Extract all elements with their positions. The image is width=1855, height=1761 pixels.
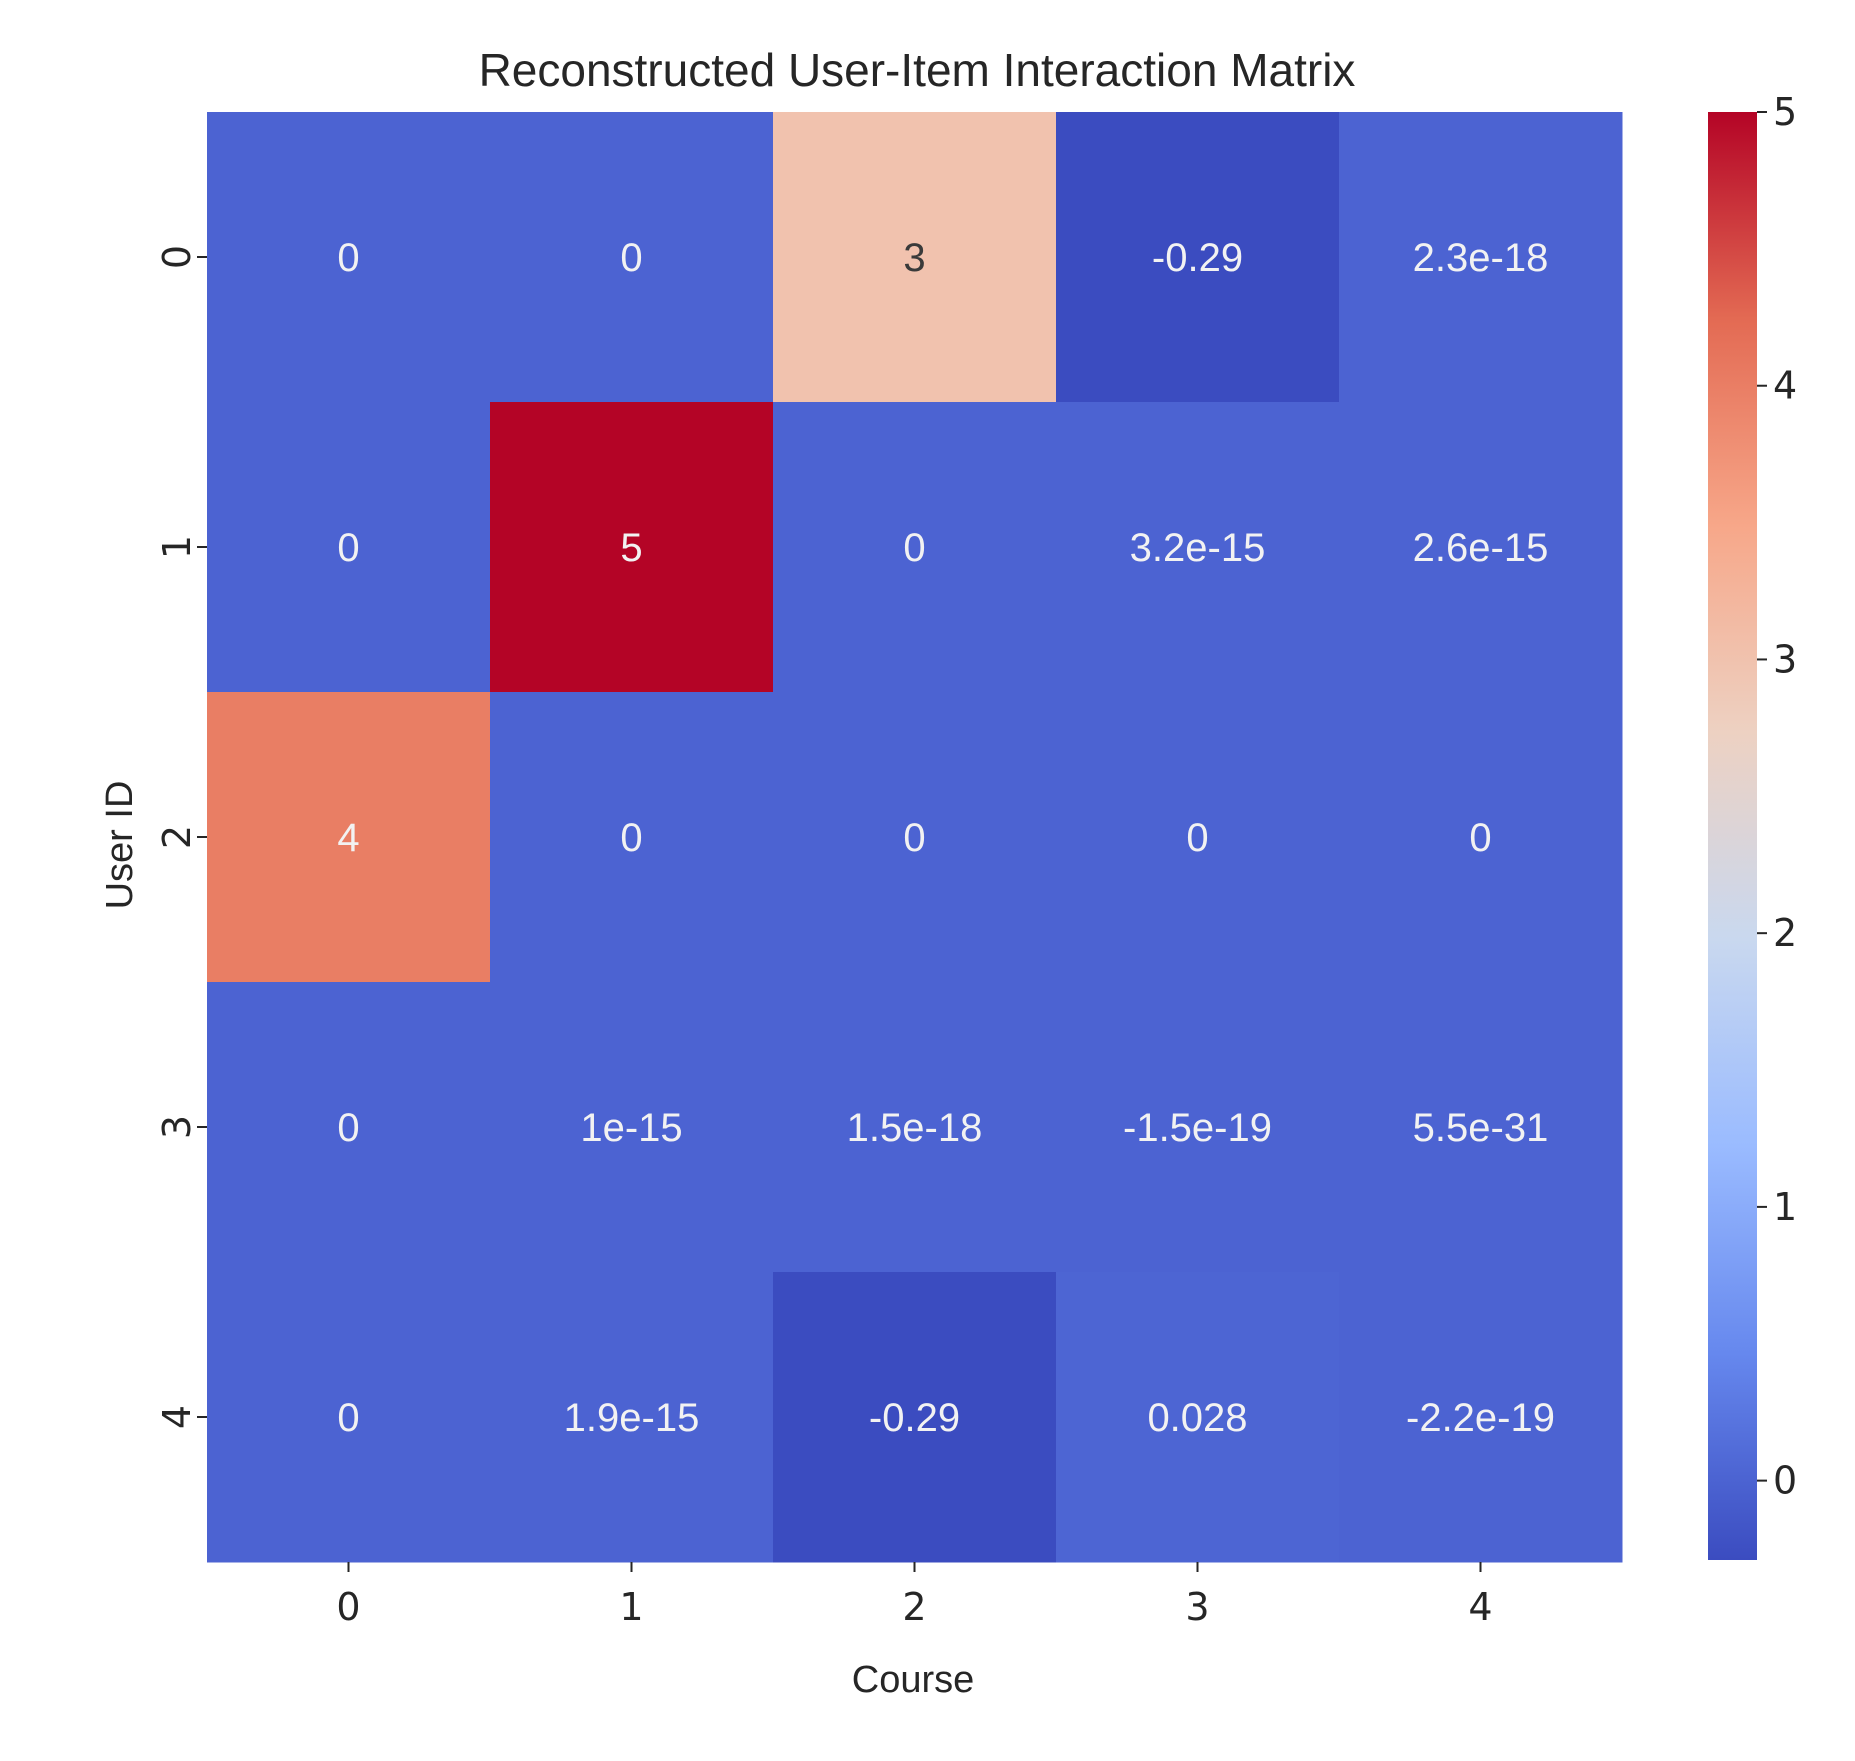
heatmap-cell-r2-c3 bbox=[1056, 692, 1340, 983]
cell-label-r0-c0: 0 bbox=[337, 236, 359, 280]
heatmap-cell-r0-c3 bbox=[1056, 112, 1340, 403]
cell-label-r2-c2: 0 bbox=[903, 816, 925, 860]
y-axis-label: User ID bbox=[99, 781, 141, 910]
cell-label-r4-c1: 1.9e-15 bbox=[564, 1396, 700, 1440]
cell-label-r2-c1: 0 bbox=[620, 816, 642, 860]
heatmap-cell-r1-c2 bbox=[773, 402, 1057, 693]
cell-label-r0-c1: 0 bbox=[620, 236, 642, 280]
heatmap-cell-r3-c1 bbox=[490, 982, 774, 1273]
heatmap-cell-r2-c4 bbox=[1339, 692, 1623, 983]
colorbar bbox=[1708, 112, 1757, 1560]
heatmap-cell-r0-c2 bbox=[773, 112, 1057, 403]
heatmap-cell-r4-c0 bbox=[207, 1272, 491, 1563]
heatmap-cell-r3-c4 bbox=[1339, 982, 1623, 1273]
y-tick-label-0: 0 bbox=[155, 245, 199, 269]
y-tick-label-1: 1 bbox=[155, 535, 199, 559]
heatmap-cell-r2-c1 bbox=[490, 692, 774, 983]
heatmap-cell-r4-c1 bbox=[490, 1272, 774, 1563]
heatmap-cell-r3-c0 bbox=[207, 982, 491, 1273]
cell-label-r3-c3: -1.5e-19 bbox=[1123, 1106, 1272, 1150]
heatmap-cell-r3-c3 bbox=[1056, 982, 1340, 1273]
cell-label-r3-c2: 1.5e-18 bbox=[847, 1106, 983, 1150]
x-tick-label-4: 4 bbox=[1468, 1585, 1492, 1629]
x-tick-label-3: 3 bbox=[1185, 1585, 1209, 1629]
heatmap-cell-r0-c4 bbox=[1339, 112, 1623, 403]
colorbar-tick-label-5: 5 bbox=[1773, 90, 1797, 134]
cell-label-r1-c3: 3.2e-15 bbox=[1130, 526, 1266, 570]
heatmap-cell-r1-c1 bbox=[490, 402, 774, 693]
chart-title: Reconstructed User-Item Interaction Matr… bbox=[479, 44, 1356, 96]
heatmap-cell-r3-c2 bbox=[773, 982, 1057, 1273]
heatmap-cell-r4-c2 bbox=[773, 1272, 1057, 1563]
cell-label-r2-c3: 0 bbox=[1186, 816, 1208, 860]
x-axis-ticks: 0 1 2 3 4 bbox=[336, 1562, 1493, 1629]
x-tick-label-1: 1 bbox=[619, 1585, 643, 1629]
cell-label-r3-c4: 5.5e-31 bbox=[1413, 1106, 1549, 1150]
heatmap-cell-labels: 0 0 3 -0.29 2.3e-18 0 5 0 3.2e-15 2.6e-15 4 0 0 0 0 0 1e… bbox=[337, 236, 1555, 1440]
colorbar-ticks: 0 1 2 3 4 5 bbox=[1757, 90, 1797, 1503]
cell-label-r3-c0: 0 bbox=[337, 1106, 359, 1150]
cell-label-r1-c1: 5 bbox=[620, 526, 642, 570]
cell-label-r0-c2: 3 bbox=[903, 236, 925, 280]
x-tick-label-0: 0 bbox=[336, 1585, 360, 1629]
heatmap-cell-r4-c3 bbox=[1056, 1272, 1340, 1563]
cell-label-r1-c2: 0 bbox=[903, 526, 925, 570]
y-axis-ticks: 0 1 2 3 4 bbox=[155, 245, 207, 1429]
y-tick-label-2: 2 bbox=[155, 825, 199, 849]
cell-label-r4-c4: -2.2e-19 bbox=[1406, 1396, 1555, 1440]
cell-label-r2-c4: 0 bbox=[1469, 816, 1491, 860]
cell-label-r4-c2: -0.29 bbox=[869, 1396, 960, 1440]
cell-label-r1-c4: 2.6e-15 bbox=[1413, 526, 1549, 570]
heatmap-cell-r1-c4 bbox=[1339, 402, 1623, 693]
heatmap-cell-r4-c4 bbox=[1339, 1272, 1623, 1563]
cell-label-r0-c3: -0.29 bbox=[1152, 236, 1243, 280]
heatmap-cell-r0-c0 bbox=[207, 112, 491, 403]
heatmap-cell-r2-c2 bbox=[773, 692, 1057, 983]
x-axis-label: Course bbox=[852, 1659, 975, 1701]
heatmap-cell-r2-c0 bbox=[207, 692, 491, 983]
y-tick-label-3: 3 bbox=[155, 1115, 199, 1139]
x-tick-label-2: 2 bbox=[902, 1585, 926, 1629]
y-tick-label-4: 4 bbox=[155, 1405, 199, 1429]
colorbar-tick-label-0: 0 bbox=[1773, 1459, 1797, 1503]
heatmap-cells bbox=[207, 112, 1623, 1563]
cell-label-r4-c0: 0 bbox=[337, 1396, 359, 1440]
colorbar-tick-label-2: 2 bbox=[1773, 911, 1797, 955]
heatmap-cell-r0-c1 bbox=[490, 112, 774, 403]
cell-label-r2-c0: 4 bbox=[337, 816, 359, 860]
heatmap-cell-r1-c0 bbox=[207, 402, 491, 693]
colorbar-tick-label-3: 3 bbox=[1773, 637, 1797, 681]
colorbar-tick-label-1: 1 bbox=[1773, 1185, 1797, 1229]
cell-label-r4-c3: 0.028 bbox=[1147, 1396, 1247, 1440]
cell-label-r1-c0: 0 bbox=[337, 526, 359, 570]
heatmap-cell-r1-c3 bbox=[1056, 402, 1340, 693]
cell-label-r3-c1: 1e-15 bbox=[580, 1106, 682, 1150]
cell-label-r0-c4: 2.3e-18 bbox=[1413, 236, 1549, 280]
colorbar-tick-label-4: 4 bbox=[1773, 364, 1797, 408]
